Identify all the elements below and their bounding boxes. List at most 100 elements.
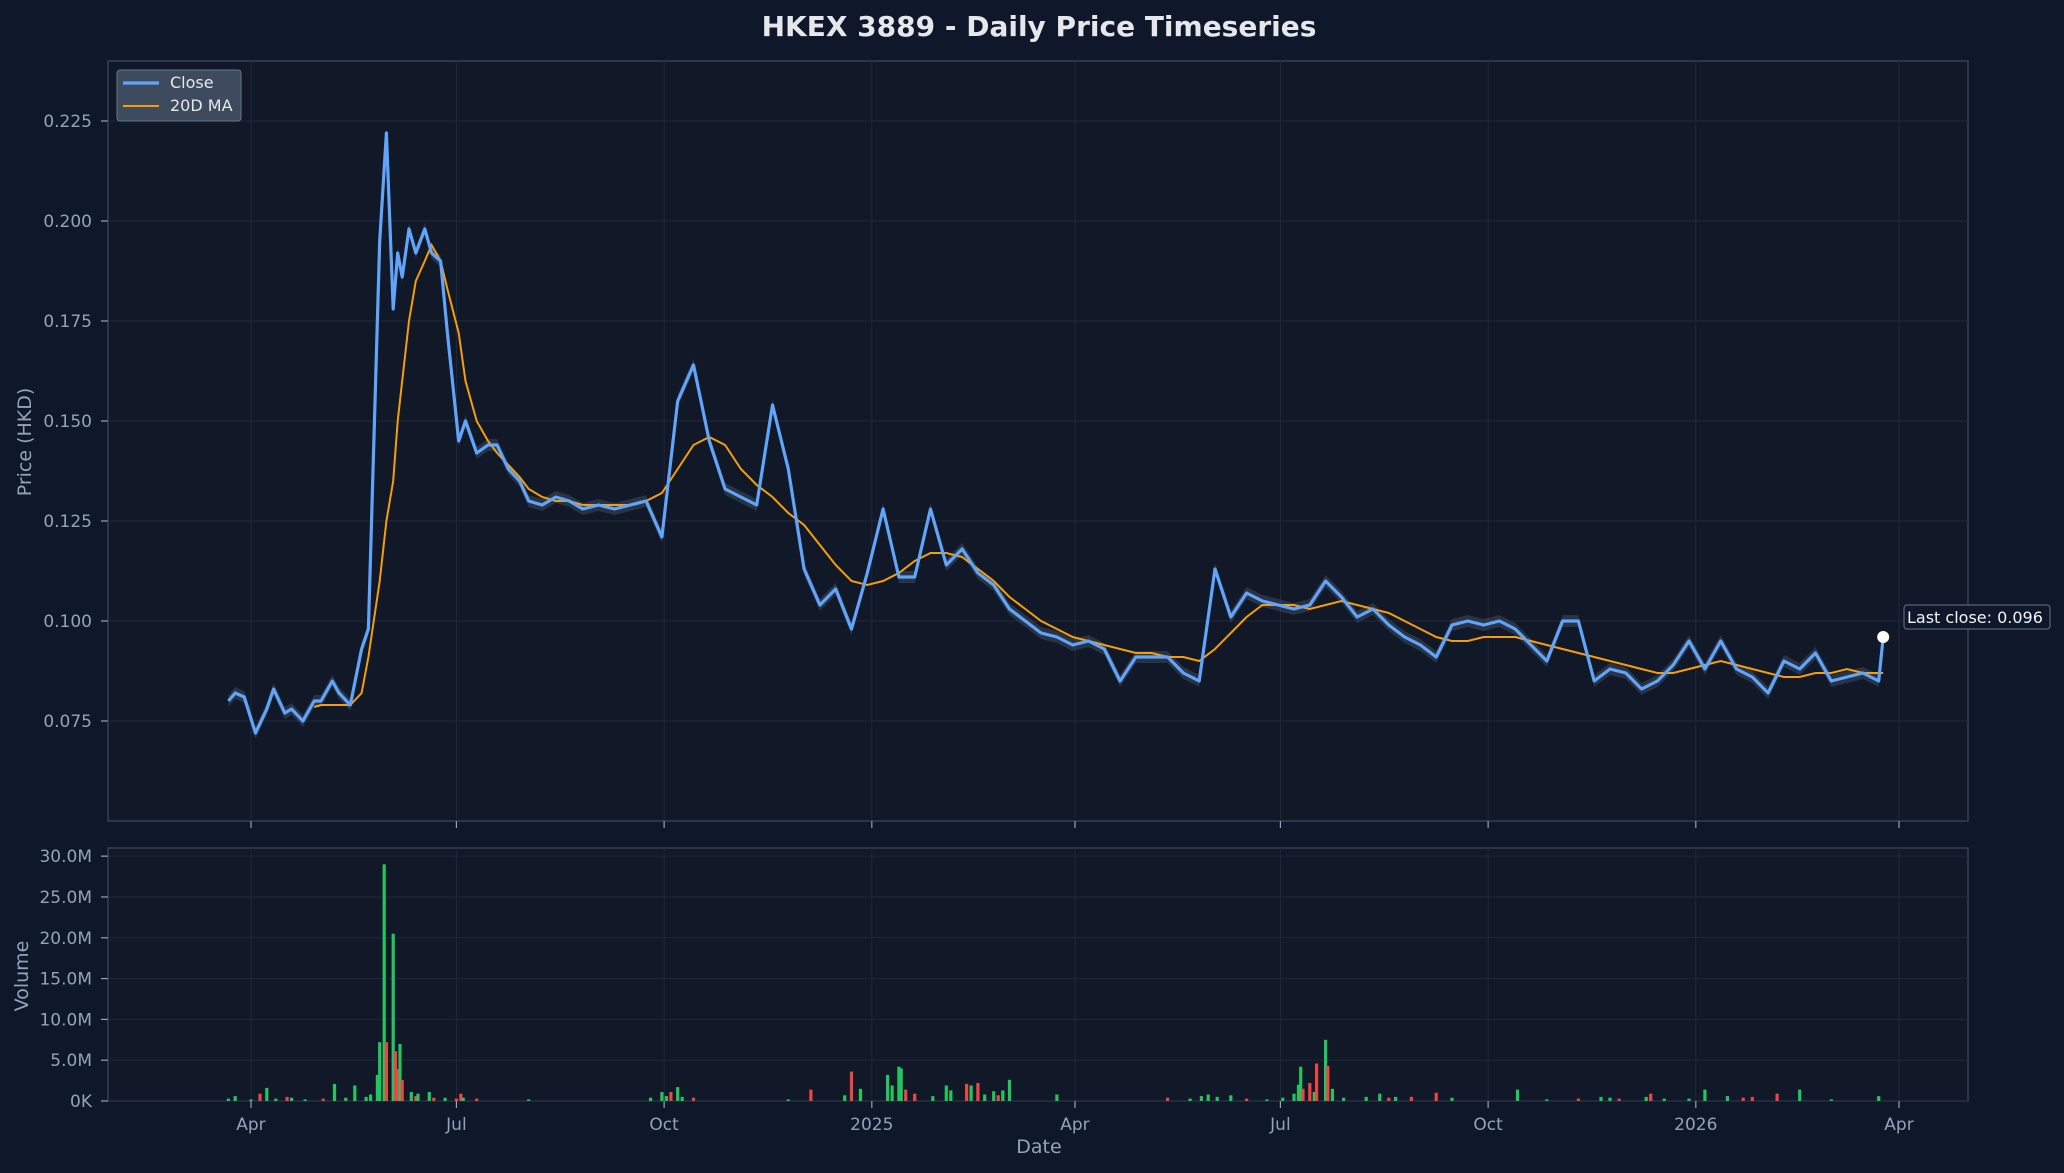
volume-bar (475, 1098, 479, 1101)
volume-bar (1434, 1092, 1438, 1101)
volume-bar (809, 1089, 813, 1101)
volume-bar (396, 1069, 400, 1101)
volume-y-tick-label: 5.0M (50, 1051, 92, 1071)
volume-bar (992, 1091, 996, 1101)
volume-bar (913, 1093, 917, 1101)
volume-bar (1308, 1083, 1312, 1101)
volume-bar (1245, 1098, 1249, 1101)
volume-bar (949, 1090, 953, 1101)
x-axis: Apr Jul Oct 2025 Apr Jul Oct 2026 Apr (236, 1101, 1914, 1135)
price-y-axis: 0.075 0.100 0.125 0.150 0.175 0.200 0.225 (43, 112, 108, 732)
close-series-line (227, 131, 1885, 735)
last-close-annotation-box (1903, 604, 2051, 630)
volume-bar (1409, 1096, 1413, 1101)
legend-ma-label: 20D MA (170, 96, 233, 115)
price-y-axis-label: Price (HKD) (14, 388, 36, 497)
x-tick-label: Apr (1884, 1115, 1913, 1135)
x-tick-label: 2026 (1674, 1115, 1717, 1135)
volume-bar (454, 1098, 458, 1101)
volume-bar (258, 1093, 262, 1101)
volume-bar (1229, 1095, 1233, 1101)
volume-bar (1342, 1097, 1346, 1101)
volume-bar (1703, 1089, 1707, 1101)
price-y-tick-label: 0.200 (43, 212, 92, 232)
price-y-tick-label: 0.100 (43, 612, 92, 632)
volume-bar (427, 1092, 431, 1101)
volume-bar (391, 933, 395, 1101)
volume-bar (1394, 1096, 1398, 1101)
volume-bar (432, 1097, 436, 1101)
volume-bar (691, 1097, 696, 1101)
volume-bar (1649, 1093, 1653, 1101)
volume-bar (265, 1087, 269, 1101)
volume-bar (931, 1096, 935, 1101)
x-tick-label: Jul (445, 1115, 467, 1135)
volume-bar (899, 1068, 903, 1101)
volume-bar (1299, 1066, 1303, 1101)
volume-y-tick-label: 20.0M (39, 929, 92, 949)
volume-bar (1281, 1097, 1285, 1101)
volume-bar (1055, 1094, 1059, 1101)
volume-bar (1315, 1063, 1319, 1101)
volume-bar (285, 1096, 289, 1101)
volume-bar (849, 1071, 854, 1101)
x-tick-label: Oct (649, 1115, 679, 1135)
price-y-tick-label: 0.175 (43, 312, 92, 332)
volume-bar (1364, 1096, 1368, 1101)
volume-bar (393, 1051, 398, 1101)
volume-bar (649, 1097, 653, 1101)
volume-bar (1199, 1096, 1203, 1101)
volume-bar (1324, 1039, 1328, 1101)
volume-bar (1545, 1099, 1549, 1101)
volume-bar (233, 1096, 237, 1101)
volume-bar (904, 1089, 908, 1101)
volume-bar (664, 1096, 668, 1101)
last-close-annotation-text: Last close: 0.096 (1907, 608, 2043, 627)
legend: Close 20D MA (116, 69, 242, 122)
volume-bar (443, 1097, 447, 1101)
volume-bar (344, 1097, 348, 1101)
volume-bar (890, 1085, 894, 1101)
volume-bar (1188, 1098, 1192, 1101)
volume-y-tick-label: 0K (70, 1092, 93, 1112)
volume-bar (416, 1093, 420, 1101)
price-plot-area (107, 60, 1969, 822)
volume-bar (1877, 1096, 1881, 1101)
volume-bar (660, 1092, 664, 1101)
volume-bar (996, 1095, 1000, 1101)
volume-bar (1312, 1092, 1316, 1101)
last-close-marker (1877, 631, 1890, 643)
volume-bar (886, 1074, 890, 1101)
volume-bar (378, 1042, 382, 1101)
volume-bar (527, 1099, 531, 1101)
volume-bar (369, 1094, 373, 1101)
volume-bar (1617, 1098, 1621, 1101)
volume-bar (858, 1088, 863, 1101)
volume-bar (1750, 1096, 1754, 1101)
volume-bar (461, 1097, 465, 1101)
last-close-annotation: Last close: 0.096 (1903, 604, 2051, 630)
volume-bar (983, 1094, 987, 1101)
volume-bar (414, 1096, 418, 1101)
volume-panel: 0K 5.0M 10.0M 15.0M 20.0M 25.0M 30.0M Volume A… (11, 847, 1969, 1158)
volume-bar (290, 1097, 294, 1101)
volume-bar (1798, 1089, 1802, 1101)
volume-bar (321, 1098, 325, 1101)
volume-bar (303, 1099, 307, 1101)
volume-bar (353, 1085, 357, 1101)
volume-bar (897, 1066, 901, 1101)
price-y-tick-label: 0.150 (43, 412, 92, 432)
volume-bar (459, 1093, 463, 1101)
volume-bar (1007, 1079, 1012, 1101)
price-y-tick-label: 0.225 (43, 112, 92, 132)
x-tick-label: 2025 (850, 1115, 893, 1135)
x-tick-label: Apr (1060, 1115, 1089, 1135)
volume-bar (332, 1083, 337, 1101)
volume-bar (364, 1096, 368, 1101)
volume-bar (1292, 1093, 1296, 1101)
x-tick-label: Apr (236, 1115, 265, 1135)
volume-bar (384, 1042, 388, 1101)
volume-bar (1725, 1096, 1729, 1101)
volume-bar (669, 1092, 673, 1101)
